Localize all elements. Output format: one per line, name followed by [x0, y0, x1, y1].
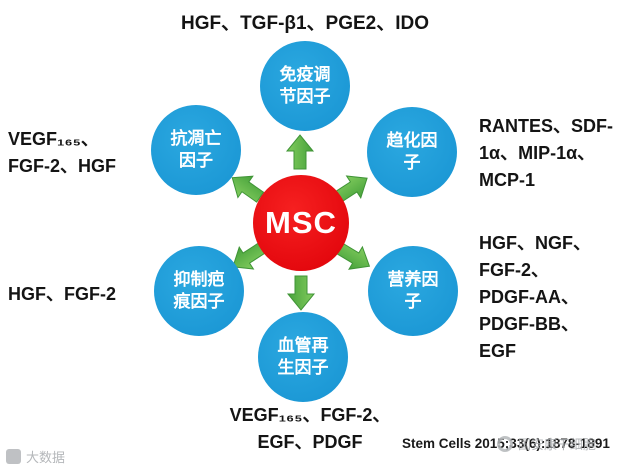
watermark-right: 国安康干细胞 — [497, 434, 596, 453]
watermark-left: 大数据 — [6, 447, 65, 466]
center-node-msc: MSC — [253, 175, 349, 271]
factors-bottom-right-label: HGF、NGF、 FGF-2、 PDGF-AA、 PDGF-BB、 EGF — [479, 233, 591, 361]
factors-top-left-label: VEGF₁₆₅、 FGF-2、HGF — [8, 129, 116, 176]
node-angiogenic: 血管再 生因子 — [258, 312, 348, 402]
arrow-lower-left-icon — [232, 242, 266, 270]
factors-top-right-label: RANTES、SDF- 1α、MIP-1α、 MCP-1 — [479, 116, 613, 190]
node-antiapoptotic-label: 抗凋亡 因子 — [170, 128, 222, 170]
node-angiogenic-label: 血管再 生因子 — [277, 335, 329, 377]
node-immune-regulation-label: 免疫调 节因子 — [279, 64, 331, 106]
factors-top-label: HGF、TGF-β1、PGE2、IDO — [180, 13, 430, 34]
node-chemokine-label: 趋化因 子 — [386, 130, 438, 172]
arrow-up-icon — [285, 134, 315, 170]
node-immune-regulation: 免疫调 节因子 — [260, 41, 350, 131]
watermark-left-text: 大数据 — [26, 450, 66, 465]
arrow-upper-right-icon — [334, 175, 368, 203]
node-antiscar: 抑制疤 痕因子 — [154, 246, 244, 336]
factors-left-label: HGF、FGF-2 — [8, 284, 116, 304]
arrow-lower-right-icon — [336, 242, 371, 270]
watermark-right-text: 国安康干细胞 — [518, 437, 597, 452]
node-trophic: 营养因 子 — [368, 246, 458, 336]
arrow-down-icon — [286, 275, 316, 311]
factors-bottom-label: VEGF₁₆₅、FGF-2、 EGF、PDGF — [229, 405, 391, 452]
node-trophic-label: 营养因 子 — [387, 269, 439, 311]
node-chemokine: 趋化因 子 — [367, 107, 457, 197]
watermark-left-logo-icon — [6, 449, 21, 464]
arrow-upper-left-icon — [231, 175, 265, 203]
node-antiscar-label: 抑制疤 痕因子 — [173, 269, 225, 311]
node-antiapoptotic: 抗凋亡 因子 — [151, 105, 241, 195]
center-node-label: MSC — [265, 205, 337, 240]
watermark-right-logo-icon — [497, 435, 513, 452]
